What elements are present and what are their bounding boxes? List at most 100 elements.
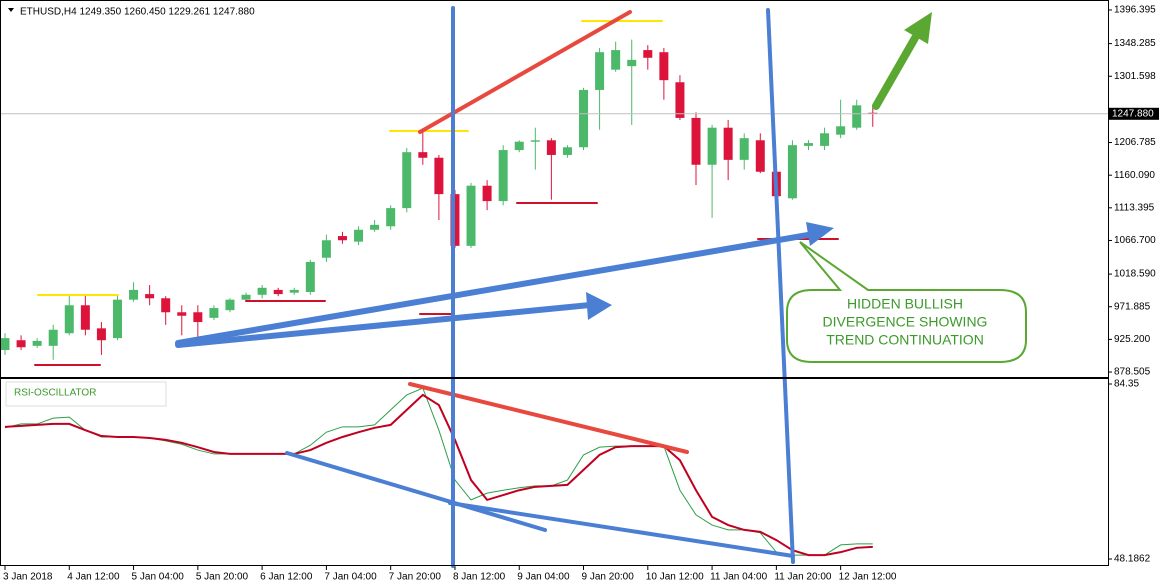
candle-body xyxy=(739,138,749,160)
candle-body xyxy=(402,152,412,209)
trend-arrow xyxy=(175,302,593,348)
y-tick-label: 1396.395 xyxy=(1114,5,1156,16)
x-tick-label: 10 Jan 12:00 xyxy=(646,572,704,583)
last-price-label: 1247.880 xyxy=(1112,108,1154,119)
x-tick-label: 9 Jan 04:00 xyxy=(517,572,570,583)
annotation: HIDDEN BULLISH xyxy=(847,296,963,312)
candle-body xyxy=(434,157,444,195)
indicator-label-box xyxy=(5,381,167,407)
candle-body xyxy=(755,140,765,172)
trend-arrow xyxy=(175,232,811,346)
candle-body xyxy=(161,298,171,313)
candle-body xyxy=(273,289,283,295)
candle-body xyxy=(209,308,219,318)
y-tick-label: 1113.395 xyxy=(1114,202,1155,213)
candle-body xyxy=(177,312,187,316)
candle-body xyxy=(305,261,315,292)
candle-body xyxy=(514,141,524,151)
y-tick-label: 84.35 xyxy=(1114,379,1139,390)
candle-body xyxy=(96,328,106,341)
candle-body xyxy=(145,294,155,299)
frames xyxy=(0,0,1109,566)
candle-body xyxy=(370,224,380,230)
candle-body xyxy=(418,152,428,158)
candle-body xyxy=(787,145,797,199)
candle-body xyxy=(723,127,733,160)
candle-body xyxy=(595,52,605,90)
candle-body xyxy=(643,50,653,58)
x-tick-label: 8 Jan 12:00 xyxy=(453,572,506,583)
trend-line xyxy=(448,501,795,558)
candle-body xyxy=(466,185,476,246)
x-tick-label: 7 Jan 04:00 xyxy=(324,572,377,583)
candle-body xyxy=(241,294,251,300)
y-tick-label: 1018.590 xyxy=(1114,269,1156,280)
x-tick-label: 4 Jan 12:00 xyxy=(67,572,120,583)
candle-body xyxy=(64,305,74,334)
indicator-title: RSI-OSCILLATOR xyxy=(14,388,96,399)
x-tick-label: 5 Jan 20:00 xyxy=(196,572,249,583)
x-tick-label: 5 Jan 04:00 xyxy=(132,572,185,583)
candle-body xyxy=(337,236,347,241)
candle-body xyxy=(852,105,862,128)
candle-body xyxy=(193,312,203,323)
candle-body xyxy=(482,185,492,202)
candle-body xyxy=(321,240,331,258)
y-tick-label: 971.885 xyxy=(1114,301,1151,312)
x-tick-label: 7 Jan 20:00 xyxy=(389,572,442,583)
candle-body xyxy=(868,112,878,114)
candle-body xyxy=(257,287,267,295)
candle-body xyxy=(675,82,685,118)
trend-line xyxy=(408,382,689,454)
candle-body xyxy=(0,338,10,351)
y-tick-label: 1160.090 xyxy=(1114,170,1155,181)
candle-body xyxy=(530,140,540,142)
candle-body xyxy=(80,305,90,330)
chart-title: ETHUSD,H4 1249.350 1260.450 1229.261 124… xyxy=(20,7,255,18)
candle-body xyxy=(48,329,58,346)
y-tick-label: 1066.700 xyxy=(1114,235,1156,246)
annotation: TREND CONTINUATION xyxy=(826,332,984,348)
annotation: DIVERGENCE SHOWING xyxy=(823,314,988,330)
candle-body xyxy=(112,299,122,339)
candle-body xyxy=(820,133,830,146)
y-tick-label: 1348.285 xyxy=(1114,38,1156,49)
arrow-head xyxy=(904,12,932,44)
x-tick-label: 6 Jan 12:00 xyxy=(260,572,313,583)
candle-body xyxy=(289,289,299,293)
y-tick-label: 925.200 xyxy=(1114,334,1151,345)
candle-body xyxy=(611,50,621,70)
last-price-box xyxy=(1109,107,1159,120)
y-tick-label: 878.505 xyxy=(1114,367,1151,378)
trend-line xyxy=(285,451,547,532)
y-tick-label: 1301.598 xyxy=(1114,71,1156,82)
arrow-head xyxy=(806,222,834,246)
up-arrow xyxy=(872,34,919,110)
candle-body xyxy=(32,340,42,346)
candle-body xyxy=(659,52,669,81)
candle-body xyxy=(354,229,364,242)
candle-body xyxy=(498,150,508,202)
candle-body xyxy=(579,89,589,148)
marks: 878.505 925.200 971.885 1018.590 1066.700 111… xyxy=(0,5,1159,583)
candle-body xyxy=(836,126,846,135)
candle-body xyxy=(16,340,26,348)
candle-body xyxy=(707,127,717,165)
candle-body xyxy=(627,59,637,67)
callout-text: HIDDEN BULLISH DIVERGENCE SHOWING TREND … xyxy=(823,296,988,348)
candle-body xyxy=(691,117,701,165)
candle-body xyxy=(386,208,396,227)
candle-body xyxy=(562,147,572,155)
y-tick-label: 1206.785 xyxy=(1114,137,1156,148)
rsi-frame xyxy=(0,378,1109,566)
candle-body xyxy=(129,289,139,300)
menu-arrow xyxy=(8,8,14,12)
y-tick-label: 48.1862 xyxy=(1114,554,1151,565)
candle-body xyxy=(804,143,813,146)
x-tick-label: 12 Jan 12:00 xyxy=(839,572,897,583)
callout xyxy=(786,241,1027,363)
candle-body xyxy=(546,140,556,155)
main-frame xyxy=(0,0,1109,378)
x-tick-label: 9 Jan 20:00 xyxy=(582,572,635,583)
